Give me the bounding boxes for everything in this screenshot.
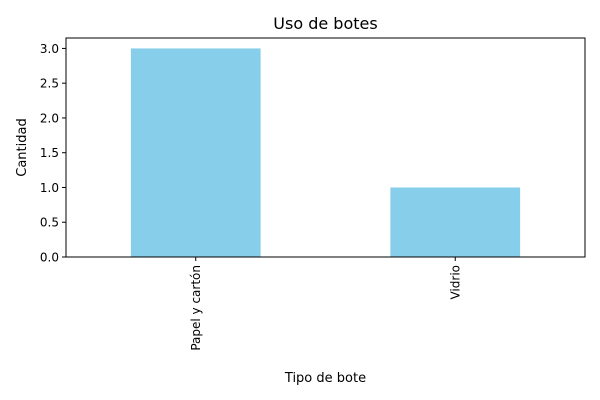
y-tick-label: 0.5 <box>40 216 59 230</box>
x-axis-label: Tipo de bote <box>284 371 366 386</box>
x-axis: Papel y cartón Vidrio <box>189 257 462 351</box>
y-axis: 0.0 0.5 1.0 1.5 2.0 2.5 3.0 <box>40 42 66 265</box>
y-tick-label: 0.0 <box>40 251 59 265</box>
y-tick-label: 2.0 <box>40 111 59 125</box>
y-tick-label: 1.5 <box>40 146 59 160</box>
y-tick-label: 2.5 <box>40 77 59 91</box>
bars-group <box>130 48 521 257</box>
y-tick-label: 3.0 <box>40 42 59 56</box>
plot-frame <box>65 37 586 258</box>
x-tick-label: Papel y cartón <box>189 265 203 351</box>
y-axis-label: Cantidad <box>15 118 30 176</box>
y-tick-label: 1.0 <box>40 181 59 195</box>
chart-title: Uso de botes <box>273 14 377 33</box>
x-tick-label: Vidrio <box>448 265 462 300</box>
bar <box>390 187 521 257</box>
bar <box>130 48 261 257</box>
